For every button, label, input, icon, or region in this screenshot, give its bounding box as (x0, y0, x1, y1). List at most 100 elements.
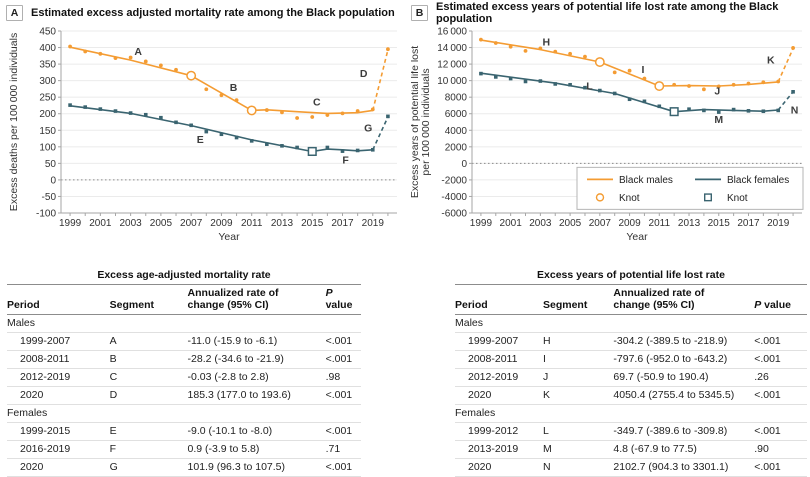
svg-text:50: 50 (45, 159, 57, 170)
data-point (143, 112, 148, 117)
data-point (791, 90, 795, 94)
cell-rate: 185.3 (177.0 to 193.6) (187, 386, 326, 405)
segment-label: H (543, 36, 551, 48)
knot-marker (186, 70, 197, 81)
data-point (538, 46, 543, 51)
trend-segment (190, 75, 253, 112)
table-row: 1999-2015 E -9.0 (-10.1 to -8.0) <.001 (7, 422, 361, 441)
segment-label: B (230, 82, 238, 94)
data-point (340, 111, 345, 116)
svg-text:2015: 2015 (301, 218, 324, 229)
data-point (113, 56, 118, 61)
trend-segment (480, 39, 600, 63)
data-point (568, 51, 573, 56)
svg-text:2019: 2019 (362, 218, 385, 229)
svg-text:-100: -100 (36, 209, 56, 220)
data-point (612, 91, 617, 96)
data-point (143, 59, 148, 64)
data-point (249, 139, 254, 143)
table-row: 2008-2011 I -797.6 (-952.0 to -643.2) <.001 (455, 350, 807, 369)
cell-segment: M (543, 440, 614, 459)
data-point (98, 107, 103, 111)
segment-label: G (364, 122, 372, 134)
svg-text:14 000: 14 000 (437, 43, 467, 54)
col-segment: Segment (109, 285, 188, 315)
data-point (687, 107, 691, 111)
svg-text:250: 250 (39, 93, 56, 104)
cell-p: .90 (754, 440, 807, 459)
segment-label: N (791, 105, 799, 117)
knot-marker (246, 105, 257, 116)
cell-p: <.001 (754, 422, 807, 441)
segment-label: I (641, 64, 644, 76)
data-point (731, 82, 736, 87)
cell-rate: -28.2 (-34.6 to -21.9) (187, 350, 326, 369)
data-point (174, 120, 178, 125)
svg-text:2003: 2003 (529, 218, 552, 229)
svg-text:450: 450 (39, 27, 56, 38)
black-females-series: L M N (479, 71, 799, 126)
table-group-row: Males (7, 314, 361, 333)
trend-segment (69, 46, 192, 77)
data-point (746, 109, 751, 113)
svg-text:-2000: -2000 (441, 175, 467, 186)
cell-period: 2008-2011 (455, 350, 543, 369)
svg-text:-6000: -6000 (441, 209, 467, 220)
col-rate: Annualized rate of change (95% CI) (613, 285, 755, 315)
svg-text:2017: 2017 (737, 218, 760, 229)
col-rate: Annualized rate of change (95% CI) (187, 285, 326, 315)
svg-text:-4000: -4000 (441, 192, 467, 203)
cell-p: .26 (754, 368, 807, 387)
cell-period: 2020 (7, 386, 110, 405)
data-point (791, 46, 795, 50)
cell-p: <.001 (325, 350, 361, 369)
data-point (627, 97, 632, 102)
cell-p: <.001 (325, 332, 361, 351)
col-period: Period (455, 285, 543, 315)
svg-text:2005: 2005 (150, 218, 173, 229)
table-row: 2012-2019 J 69.7 (-50.9 to 190.4) .26 (455, 368, 807, 387)
svg-text:-50: -50 (42, 192, 57, 203)
data-point (295, 116, 300, 120)
knot-marker (669, 107, 679, 117)
svg-text:2011: 2011 (241, 218, 263, 229)
svg-text:8000: 8000 (445, 93, 468, 104)
col-pvalue: P value (754, 285, 807, 315)
cell-p: .98 (325, 368, 361, 387)
cell-rate: -0.03 (-2.8 to 2.8) (187, 368, 326, 387)
svg-text:2001: 2001 (500, 218, 523, 229)
panel-b-table: Excess years of potential life lost rate… (455, 268, 807, 477)
svg-text:1999: 1999 (470, 218, 493, 229)
trend-segment-dashed (777, 48, 794, 83)
cell-rate: 4.8 (-67.9 to 77.5) (613, 440, 755, 459)
panel-b: B Estimated excess years of potential li… (405, 0, 810, 477)
cell-rate: -349.7 (-389.6 to -309.8) (613, 422, 755, 441)
data-point (68, 103, 72, 107)
cell-segment: N (543, 458, 614, 477)
svg-text:4000: 4000 (445, 126, 468, 137)
cell-period: 2020 (455, 458, 543, 477)
data-point (310, 115, 315, 119)
group-label: Females (7, 404, 361, 423)
cell-p: <.001 (325, 422, 361, 441)
panel-a-table: Excess age-adjusted mortality rate Perio… (7, 268, 361, 477)
data-point (761, 109, 766, 114)
cell-p: <.001 (754, 458, 807, 477)
svg-text:2005: 2005 (559, 218, 582, 229)
segment-label: J (714, 86, 720, 98)
cell-rate: -9.0 (-10.1 to -8.0) (187, 422, 326, 441)
group-label: Males (7, 314, 361, 333)
trend-segment (599, 61, 660, 87)
cell-period: 2013-2019 (455, 440, 543, 459)
cell-period: 1999-2007 (7, 332, 110, 351)
cell-p: .71 (325, 440, 361, 459)
svg-text:2000: 2000 (445, 142, 468, 153)
table-group-row: Females (455, 404, 807, 423)
segment-label: D (360, 68, 368, 80)
table-row: 1999-2012 L -349.7 (-389.6 to -309.8) <.001 (455, 422, 807, 441)
data-point (642, 76, 647, 81)
segment-label: F (342, 155, 349, 167)
data-point (553, 82, 558, 86)
cell-p: <.001 (325, 386, 361, 405)
